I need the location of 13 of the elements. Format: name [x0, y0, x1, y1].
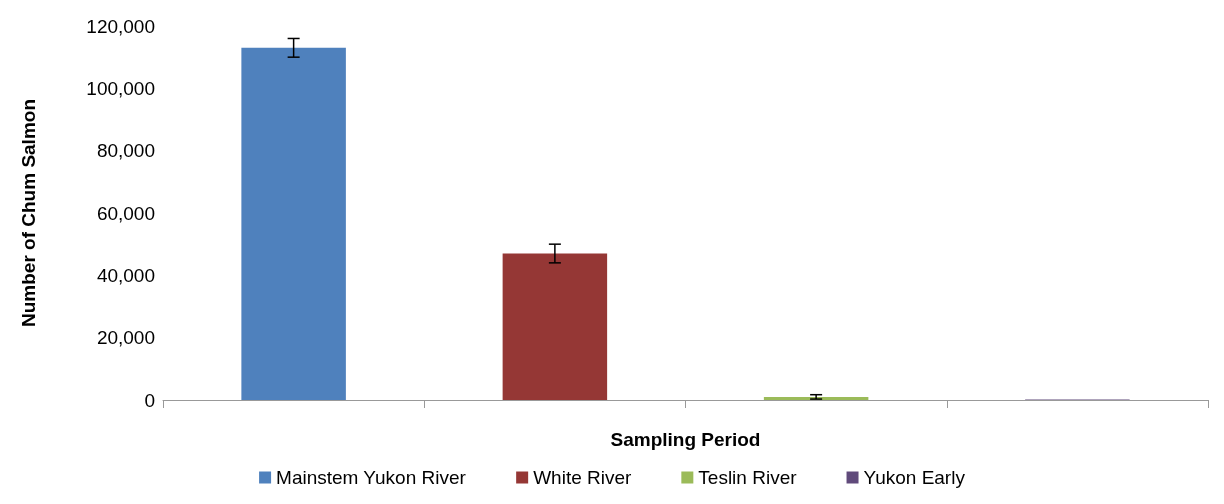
y-tick-label: 60,000: [96, 202, 155, 224]
y-axis-title: Number of Chum Salmon: [18, 98, 39, 328]
y-tick-label: 40,000: [96, 264, 155, 286]
y-tick-label: 120,000: [86, 15, 155, 37]
legend-label: Mainstem Yukon River: [276, 467, 467, 488]
legend-label: Teslin River: [698, 467, 798, 488]
y-tick-label: 100,000: [86, 77, 155, 99]
y-tick-label: 0: [144, 389, 155, 411]
legend-label: White River: [533, 467, 633, 488]
y-tick-label: 20,000: [96, 327, 155, 349]
y-tick-label: 80,000: [96, 140, 155, 162]
x-axis-title: Sampling Period: [610, 429, 761, 450]
legend-label: Yukon Early: [863, 467, 966, 488]
